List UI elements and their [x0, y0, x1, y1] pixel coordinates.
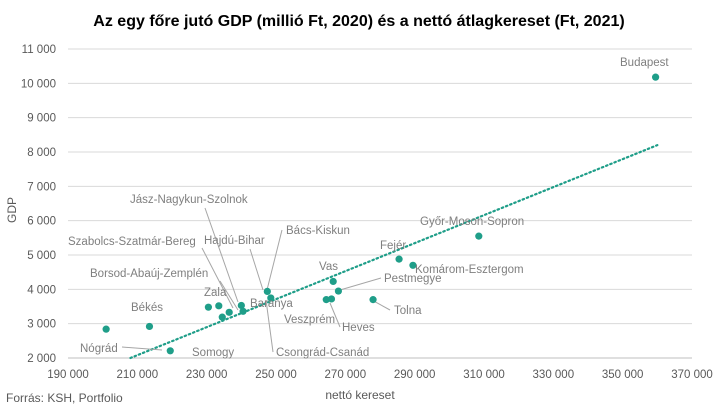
- point-label: Somogy: [192, 347, 234, 359]
- y-tick-label: 7 000: [27, 181, 56, 193]
- data-point: [237, 301, 245, 310]
- point-label: Hajdú-Bihar: [204, 235, 265, 247]
- trendline: [129, 144, 659, 360]
- leader-lines: [121, 207, 391, 353]
- point-label: Nógrád: [80, 343, 118, 355]
- point-label: Zala: [204, 287, 227, 299]
- y-axis-label: GDP: [5, 197, 19, 223]
- x-tick-label: 370 000: [671, 369, 713, 381]
- y-tick-label: 6 000: [27, 216, 56, 228]
- data-point: [218, 313, 226, 321]
- data-point: [102, 325, 110, 333]
- y-tick-label: 5 000: [27, 250, 56, 262]
- leader-line: [329, 302, 341, 328]
- y-tick-label: 10 000: [21, 78, 56, 90]
- x-tick-label: 190 000: [47, 369, 89, 381]
- x-axis-label: nettó kereset: [325, 388, 395, 402]
- point-label: Baranya: [250, 298, 293, 310]
- gridlines: [68, 48, 692, 325]
- y-tick-label: 3 000: [27, 319, 56, 331]
- point-label: Borsod-Abaúj-Zemplén: [90, 268, 208, 280]
- point-labels: Budapest Győr-Moson-Sopron Fejér Komárom-Es…: [68, 57, 669, 359]
- x-tick-label: 330 000: [533, 369, 575, 381]
- point-label: Csongrád-Csanád: [276, 347, 369, 359]
- data-point: [263, 287, 271, 295]
- data-point: [475, 232, 483, 240]
- leader-line: [121, 346, 163, 351]
- point-label: Tolna: [394, 305, 422, 317]
- data-point: [204, 303, 212, 311]
- leader-line: [265, 299, 274, 353]
- point-label: Veszprém: [284, 314, 335, 326]
- point-label: Bács-Kiskun: [286, 225, 350, 237]
- point-label: Győr-Moson-Sopron: [420, 216, 524, 228]
- data-points: [102, 73, 660, 355]
- y-tick-label: 2 000: [27, 353, 56, 365]
- y-tick-label: 9 000: [27, 113, 56, 125]
- axes: 2 000 3 000 4 000 5 000 6 000 7 000 8 000 9 000…: [21, 44, 713, 381]
- data-point: [239, 307, 247, 315]
- leader-line: [339, 277, 382, 291]
- data-point: [215, 302, 223, 310]
- y-tick-label: 4 000: [27, 284, 56, 296]
- data-point: [327, 295, 336, 303]
- y-tick-label: 11 000: [22, 44, 56, 56]
- data-point: [329, 277, 337, 286]
- x-tick-label: 270 000: [325, 369, 367, 381]
- y-tick-label: 8 000: [27, 147, 56, 159]
- leader-line: [201, 247, 234, 309]
- data-point: [409, 261, 417, 269]
- data-point: [166, 347, 174, 355]
- leader-line: [219, 280, 239, 311]
- point-label: Szabolcs-Szatmár-Bereg: [68, 236, 196, 248]
- point-label: Komárom-Esztergom: [415, 264, 524, 276]
- point-label: Vas: [319, 261, 338, 273]
- x-tick-label: 310 000: [463, 369, 505, 381]
- chart-title: Az egy főre jutó GDP (millió Ft, 2020) é…: [93, 13, 624, 30]
- data-point: [225, 308, 233, 316]
- point-label: Heves: [342, 322, 375, 334]
- x-tick-label: 230 000: [186, 369, 228, 381]
- data-point: [267, 294, 275, 302]
- leader-line: [249, 248, 264, 291]
- leader-line: [265, 229, 283, 295]
- data-point: [145, 322, 154, 331]
- leader-line: [204, 207, 239, 303]
- source-note: Forrás: KSH, Portfolio: [6, 391, 123, 405]
- x-tick-label: 250 000: [255, 369, 297, 381]
- point-label: Budapest: [620, 57, 669, 69]
- data-point: [395, 255, 403, 263]
- point-label: Jász-Nagykun-Szolnok: [130, 194, 248, 206]
- point-label: Pestmegye: [384, 273, 442, 285]
- point-label: Békés: [131, 302, 163, 314]
- data-point: [652, 73, 660, 81]
- data-point: [334, 287, 342, 295]
- data-point: [369, 296, 377, 304]
- x-tick-label: 350 000: [602, 369, 644, 381]
- x-tick-label: 290 000: [394, 369, 436, 381]
- trendline-group: [129, 144, 659, 360]
- point-label: Fejér: [380, 240, 406, 252]
- x-tick-label: 210 000: [117, 369, 159, 381]
